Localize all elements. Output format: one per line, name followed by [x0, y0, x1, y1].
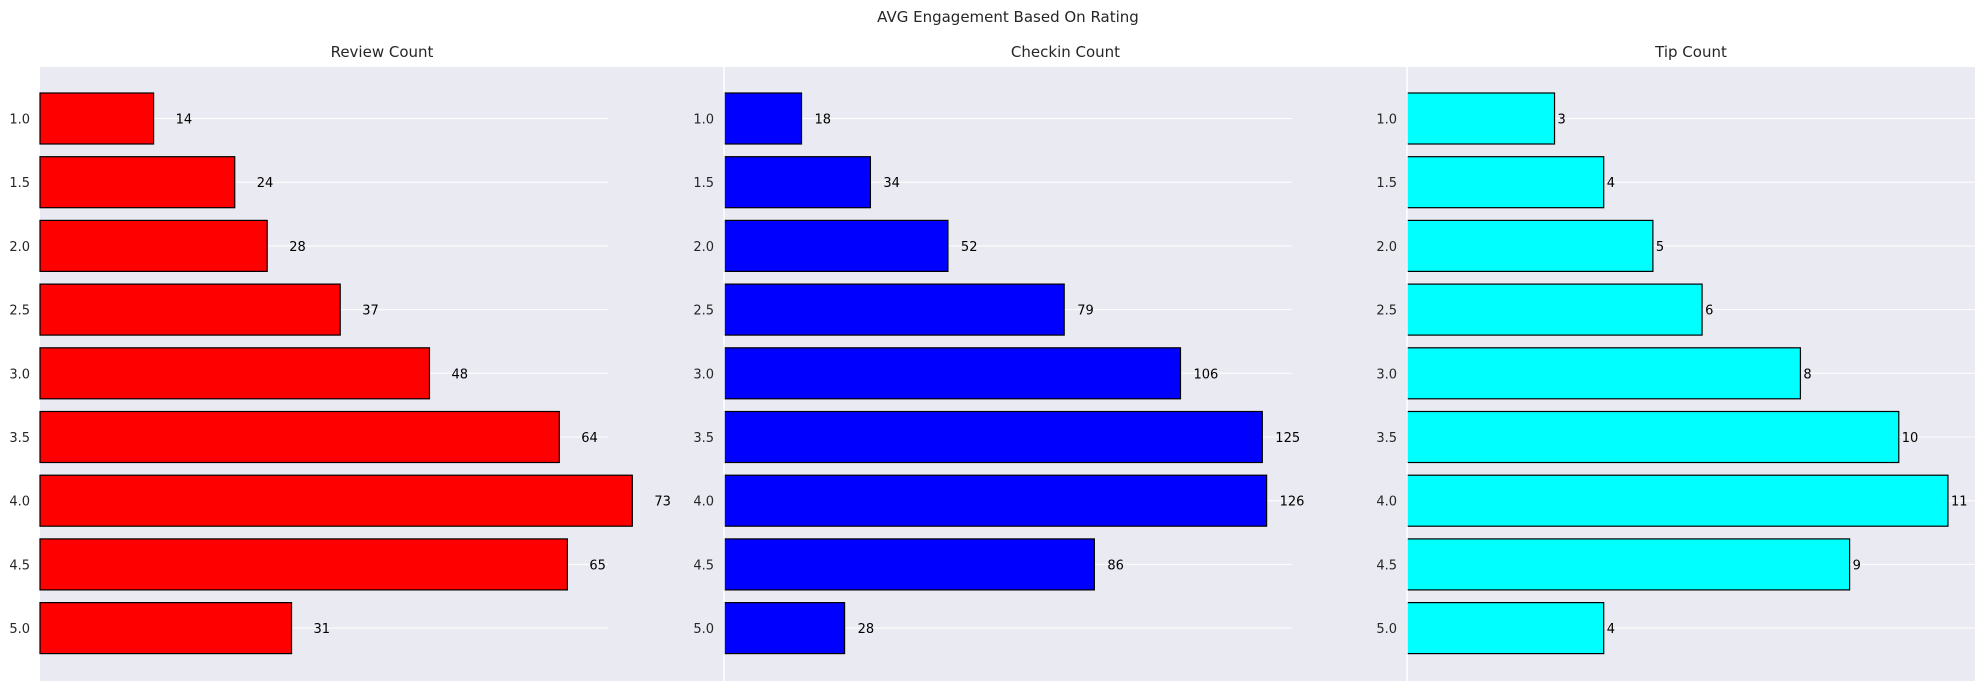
bar	[1406, 156, 1605, 209]
y-tick-label: 4.0	[693, 495, 714, 510]
data-label: 4	[1607, 622, 1615, 637]
bar	[39, 601, 293, 655]
data-label: 37	[362, 304, 379, 319]
y-tick-label: 1.5	[693, 176, 714, 191]
data-label: 106	[1193, 367, 1218, 382]
bar	[723, 156, 872, 209]
bar	[723, 92, 803, 145]
y-tick-label: 3.0	[1376, 367, 1397, 382]
bar	[39, 92, 155, 145]
data-label: 65	[589, 558, 606, 573]
data-label: 126	[1280, 495, 1305, 510]
y-tick-label: 2.0	[9, 240, 30, 255]
bar	[723, 410, 1263, 464]
bar	[723, 219, 949, 272]
data-label: 11	[1951, 495, 1968, 510]
data-label: 31	[314, 622, 331, 637]
data-label: 79	[1077, 304, 1094, 319]
y-tick-label: 5.0	[1376, 622, 1397, 637]
y-tick-label: 4.5	[9, 558, 30, 573]
bar	[1406, 474, 1949, 527]
data-label: 5	[1656, 240, 1664, 255]
figure-title: AVG Engagement Based On Rating	[877, 8, 1139, 26]
y-tick-label: 3.5	[1376, 431, 1397, 446]
bar	[39, 347, 431, 400]
data-label: 4	[1607, 176, 1615, 191]
y-tick-label: 4.0	[1376, 495, 1397, 510]
y-tick-label: 5.0	[693, 622, 714, 637]
bar	[723, 601, 846, 655]
y-tick-label: 2.5	[693, 304, 714, 319]
bar	[723, 347, 1182, 400]
data-label: 48	[451, 367, 468, 382]
bar	[1406, 92, 1556, 145]
data-label: 34	[883, 176, 900, 191]
data-label: 18	[815, 113, 832, 128]
bar	[39, 283, 341, 336]
subplot-title: Tip Count	[1654, 43, 1727, 61]
y-tick-label: 4.5	[693, 558, 714, 573]
bar	[39, 538, 569, 591]
chart-panel-3: Tip Count 1.0 3 1.5 4 2.0 5 2.5 6 3.0 8 3.5 10 4.0 11 4…	[1376, 43, 1975, 681]
chart-panel-1: Review Count 1.0 14 1.5 24 2.0 28 2.5 37 3.0 48 3.5…	[9, 43, 724, 681]
chart-panel-2: Checkin Count 1.0 18 1.5 34 2.0 52 2.5 79 3.0 106 3…	[693, 43, 1407, 681]
y-tick-label: 4.5	[1376, 558, 1397, 573]
data-label: 8	[1803, 367, 1811, 382]
data-label: 64	[581, 431, 598, 446]
y-tick-label: 1.5	[9, 176, 30, 191]
y-tick-label: 1.0	[9, 113, 30, 128]
data-label: 86	[1107, 558, 1124, 573]
data-label: 28	[858, 622, 875, 637]
data-label: 3	[1558, 113, 1566, 128]
y-tick-label: 3.5	[693, 431, 714, 446]
data-label: 24	[257, 176, 274, 191]
y-tick-label: 3.0	[9, 367, 30, 382]
y-tick-label: 2.5	[1376, 304, 1397, 319]
data-label: 6	[1705, 304, 1713, 319]
data-label: 9	[1853, 558, 1861, 573]
data-label: 73	[654, 495, 671, 510]
data-label: 14	[176, 113, 193, 128]
subplot-title: Review Count	[331, 43, 434, 61]
bar	[1406, 347, 1802, 400]
data-label: 52	[961, 240, 978, 255]
y-tick-label: 5.0	[9, 622, 30, 637]
y-tick-label: 2.5	[9, 304, 30, 319]
data-label: 125	[1275, 431, 1300, 446]
bar	[723, 538, 1095, 591]
bar	[1406, 538, 1851, 591]
y-tick-label: 2.0	[1376, 240, 1397, 255]
bar	[1406, 410, 1900, 464]
y-tick-label: 3.5	[9, 431, 30, 446]
data-label: 28	[289, 240, 306, 255]
bar	[39, 219, 268, 272]
y-tick-label: 2.0	[693, 240, 714, 255]
y-tick-label: 3.0	[693, 367, 714, 382]
bar	[723, 474, 1268, 527]
y-tick-label: 4.0	[9, 495, 30, 510]
data-label: 10	[1902, 431, 1919, 446]
subplot-title: Checkin Count	[1011, 43, 1120, 61]
bar	[39, 410, 560, 464]
y-tick-label: 1.5	[1376, 176, 1397, 191]
bar	[39, 156, 236, 209]
y-tick-label: 1.0	[1376, 113, 1397, 128]
bar	[1406, 601, 1605, 655]
bar	[1406, 283, 1703, 336]
bar	[39, 474, 633, 527]
bar	[723, 283, 1065, 336]
bar	[1406, 219, 1654, 272]
y-tick-label: 1.0	[693, 113, 714, 128]
